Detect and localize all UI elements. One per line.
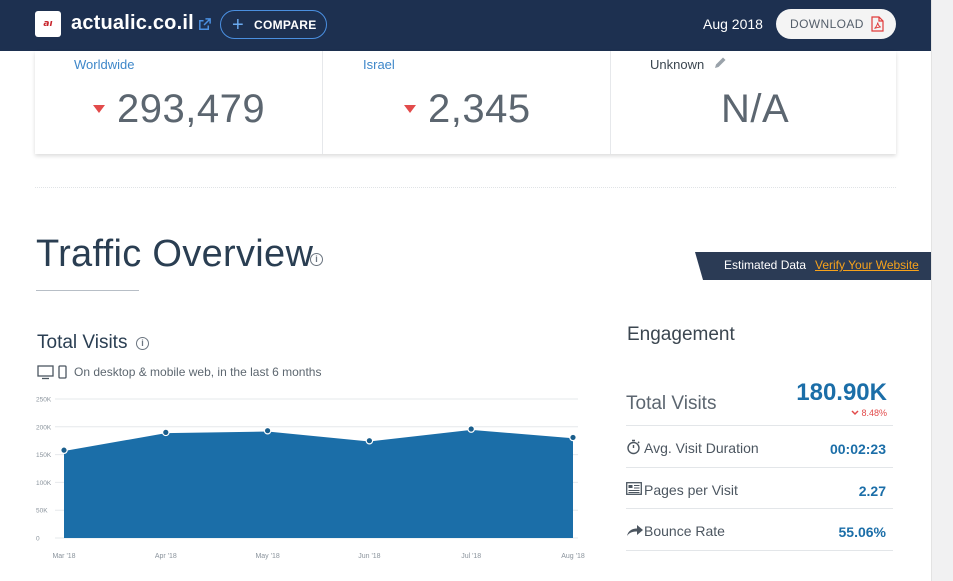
rank-worldwide-value: 293,479	[117, 87, 266, 131]
data-point	[569, 433, 577, 442]
site-name: actualic.co.il	[71, 12, 194, 34]
rank-worldwide-label[interactable]: Worldwide	[74, 57, 135, 72]
engagement-divider	[626, 550, 893, 551]
rank-card: Worldwide 293,479 Israel 2,345 Unknown N…	[35, 51, 896, 154]
rank-category: Unknown N/A	[610, 51, 896, 154]
avg-visit-duration-label: Avg. Visit Duration	[644, 440, 759, 456]
download-button[interactable]: DOWNLOAD	[776, 9, 896, 39]
pages-icon	[626, 482, 642, 495]
pdf-icon	[871, 16, 884, 32]
rank-category-value: N/A	[721, 87, 790, 131]
chevron-down-icon	[851, 410, 859, 416]
download-button-label: DOWNLOAD	[790, 17, 864, 31]
rank-worldwide: Worldwide 293,479	[35, 51, 322, 154]
data-point	[365, 436, 374, 445]
area-series	[64, 429, 573, 538]
estimated-data-label: Estimated Data	[724, 258, 807, 272]
edit-pencil-icon[interactable]	[713, 56, 727, 70]
rank-category-label: Unknown	[650, 57, 705, 72]
engagement-total-visits-change: 8.48%	[840, 408, 887, 418]
x-tick-label: Jul '18	[461, 553, 481, 560]
x-tick-label: Jun '18	[358, 553, 380, 560]
engagement-title: Engagement	[627, 324, 735, 345]
info-icon[interactable]: i	[310, 253, 323, 266]
info-icon[interactable]: i	[136, 337, 149, 350]
date-selector[interactable]: Aug 2018	[703, 16, 763, 32]
stopwatch-icon	[627, 439, 640, 455]
rank-country: Israel 2,345	[322, 51, 610, 154]
page-title: Traffic Overview	[36, 233, 314, 275]
pages-per-visit-value: 2.27	[858, 483, 886, 499]
engagement-divider	[626, 425, 893, 426]
site-favicon-text: aı	[43, 19, 53, 29]
top-bar: aı actualic.co.il + COMPARE Aug 2018 DOW…	[0, 0, 931, 51]
series-line	[63, 428, 574, 451]
y-tick-label: 50K	[36, 508, 48, 515]
pages-per-visit-label: Pages per Visit	[644, 482, 738, 498]
rank-country-label[interactable]: Israel	[363, 57, 395, 72]
y-tick-label: 200K	[36, 424, 52, 431]
bounce-arrow-icon	[627, 525, 643, 536]
desktop-mobile-icon	[37, 365, 67, 380]
total-visits-subtitle: On desktop & mobile web, in the last 6 m…	[74, 365, 322, 379]
total-visits-title: Total Visits	[37, 332, 128, 353]
verify-website-link[interactable]: Verify Your Website	[815, 258, 919, 272]
rank-country-value: 2,345	[428, 87, 531, 131]
engagement-total-visits-value: 180.90K	[796, 379, 887, 406]
title-underline	[36, 290, 139, 291]
y-tick-label: 100K	[36, 480, 52, 487]
decrease-arrow-icon	[404, 105, 416, 113]
compare-button[interactable]: + COMPARE	[220, 10, 327, 39]
total-visits-change-text: 8.48%	[861, 408, 887, 418]
bounce-rate-label: Bounce Rate	[644, 523, 725, 539]
x-tick-label: Mar '18	[52, 553, 75, 560]
x-tick-label: Apr '18	[155, 553, 177, 560]
scrollbar[interactable]	[931, 0, 953, 581]
site-favicon: aı	[35, 11, 61, 37]
avg-visit-duration-value: 00:02:23	[829, 441, 886, 457]
data-point	[263, 426, 272, 435]
data-point	[467, 425, 476, 433]
x-tick-label: Aug '18	[561, 553, 585, 560]
y-tick-label: 0	[36, 536, 40, 543]
y-tick-label: 150K	[36, 452, 52, 459]
estimated-data-banner	[695, 252, 931, 280]
decrease-arrow-icon	[93, 105, 105, 113]
compare-button-label: COMPARE	[253, 17, 317, 32]
external-link-icon[interactable]	[197, 17, 212, 32]
engagement-total-visits-label: Total Visits	[626, 393, 717, 414]
bounce-rate-value: 55.06%	[838, 524, 886, 540]
data-point	[162, 428, 170, 437]
total-visits-chart: 0 50K 100K 150K 200K 250K Mar '18 Apr '18 May '1…	[36, 397, 585, 561]
section-divider	[35, 187, 896, 188]
engagement-divider	[626, 508, 893, 509]
plus-icon: +	[232, 13, 244, 36]
x-tick-label: May '18	[255, 553, 279, 560]
y-tick-label: 250K	[36, 397, 52, 404]
data-point	[60, 446, 68, 454]
engagement-divider	[626, 467, 893, 468]
